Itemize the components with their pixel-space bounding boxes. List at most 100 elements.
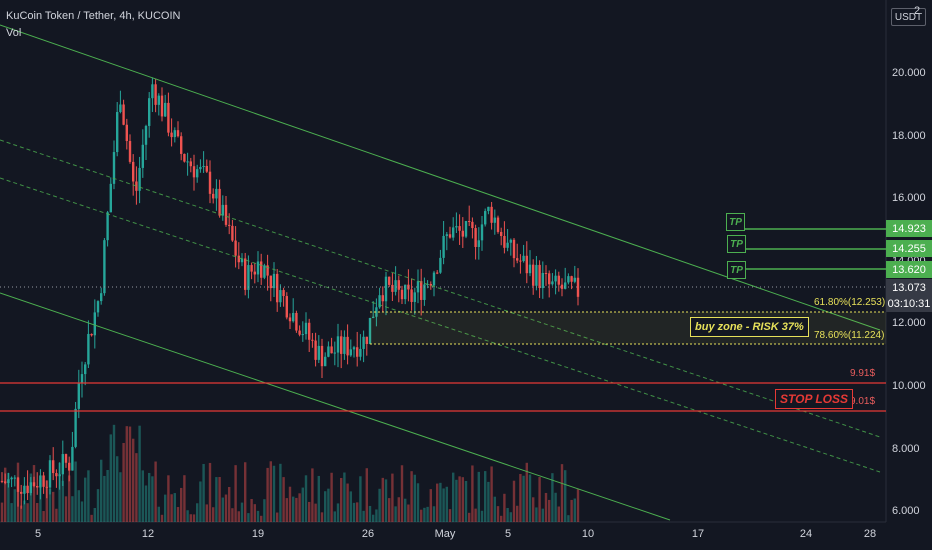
volume-bar (352, 502, 356, 522)
candle-body (564, 282, 567, 289)
volume-bar (458, 476, 461, 522)
candle-body (301, 334, 304, 336)
tp3-price-label: 13.620 (886, 261, 932, 278)
volume-bar (109, 434, 112, 522)
volume-bar (372, 514, 375, 522)
candle-body (279, 290, 282, 303)
candle-body (314, 340, 317, 360)
candle-body (186, 161, 189, 163)
candle-body (538, 264, 541, 289)
volume-bar (0, 502, 4, 522)
tp1-price-label: 14.923 (886, 220, 932, 237)
volume-bar (468, 512, 471, 522)
candle-body (244, 258, 247, 290)
volume-bar (7, 473, 10, 522)
candle-body (570, 276, 573, 282)
volume-bar (151, 476, 154, 522)
volume-bar (452, 472, 455, 522)
tp2-badge[interactable]: TP (727, 235, 746, 253)
candle-body (436, 272, 439, 274)
volume-bar (388, 498, 391, 522)
volume-bar (538, 477, 541, 522)
symbol-title[interactable]: KuCoin Token / Tether, 4h, KUCOIN (6, 10, 181, 22)
volume-bar (128, 426, 132, 522)
candle-body (519, 260, 522, 262)
candle-body (365, 336, 368, 344)
volume-bar (96, 489, 100, 522)
candle-body (458, 226, 461, 231)
volume-bar (567, 515, 570, 522)
currency-badge[interactable]: USDT (891, 8, 926, 26)
volume-bar (544, 492, 548, 522)
fib-618-label: 61.80%(12.253) (814, 297, 886, 308)
volume-bar (260, 515, 263, 522)
candle-body (413, 292, 416, 302)
volume-bar (333, 511, 336, 522)
volume-bar (93, 507, 96, 522)
volume-bar (487, 481, 490, 522)
tp1-badge[interactable]: TP (726, 213, 745, 231)
volume-bar (365, 468, 368, 522)
volume-bar (509, 512, 512, 522)
candle-body (282, 290, 285, 297)
volume-bar (237, 511, 240, 522)
candle-body (16, 477, 20, 492)
volume-bars (0, 424, 580, 522)
buy-zone-label[interactable]: buy zone - RISK 37% (690, 317, 809, 337)
volume-bar (52, 491, 55, 522)
candle-body (26, 485, 29, 494)
volume-bar (359, 476, 362, 522)
candle-body (138, 167, 141, 191)
time-tick: 5 (504, 528, 512, 540)
tp3-badge[interactable]: TP (727, 261, 746, 279)
candle-body (52, 460, 55, 474)
candle-body (263, 265, 266, 278)
volume-bar (154, 461, 157, 522)
candles (0, 77, 580, 509)
volume-bar (298, 493, 301, 522)
candle-body (250, 265, 253, 272)
tp2-price-label: 14.255 (886, 240, 932, 257)
candle-body (400, 289, 404, 300)
level-991-label: 9.91$ (850, 368, 876, 379)
volume-bar (330, 472, 333, 522)
price-tick: 8.000 (892, 442, 920, 455)
volume-bar (573, 498, 576, 522)
time-tick: 19 (251, 528, 265, 540)
channel-mid-line-2 (0, 177, 881, 473)
candle-body (0, 480, 4, 482)
volume-bar (429, 489, 432, 522)
candle-body (512, 239, 516, 259)
candle-body (304, 322, 308, 335)
candle-body (96, 301, 100, 313)
volume-bar (391, 473, 394, 522)
candle-body (228, 224, 231, 226)
time-tick: 10 (581, 528, 595, 540)
candle-body (372, 316, 375, 318)
volume-bar (173, 493, 176, 522)
candle-body (39, 475, 42, 488)
volume-bar (103, 475, 106, 522)
candle-body (509, 239, 512, 243)
volume-bar (496, 506, 500, 522)
candle-body (288, 317, 292, 322)
volume-bar (455, 479, 458, 522)
volume-bar (164, 494, 167, 522)
volume-indicator-label[interactable]: Vol (6, 27, 22, 39)
volume-bar (61, 480, 64, 522)
candle-body (269, 275, 272, 289)
volume-bar (135, 453, 138, 522)
candle-body (58, 474, 61, 477)
volume-bar (346, 483, 349, 522)
volume-bar (106, 470, 109, 522)
stop-loss-label[interactable]: STOP LOSS (775, 389, 854, 409)
volume-bar (471, 465, 474, 522)
candle-body (452, 227, 455, 238)
candle-body (285, 296, 288, 318)
candle-body (557, 275, 560, 285)
volume-bar (484, 471, 487, 522)
volume-bar (116, 456, 119, 522)
volume-bar (528, 474, 532, 522)
volume-bar (378, 488, 381, 522)
